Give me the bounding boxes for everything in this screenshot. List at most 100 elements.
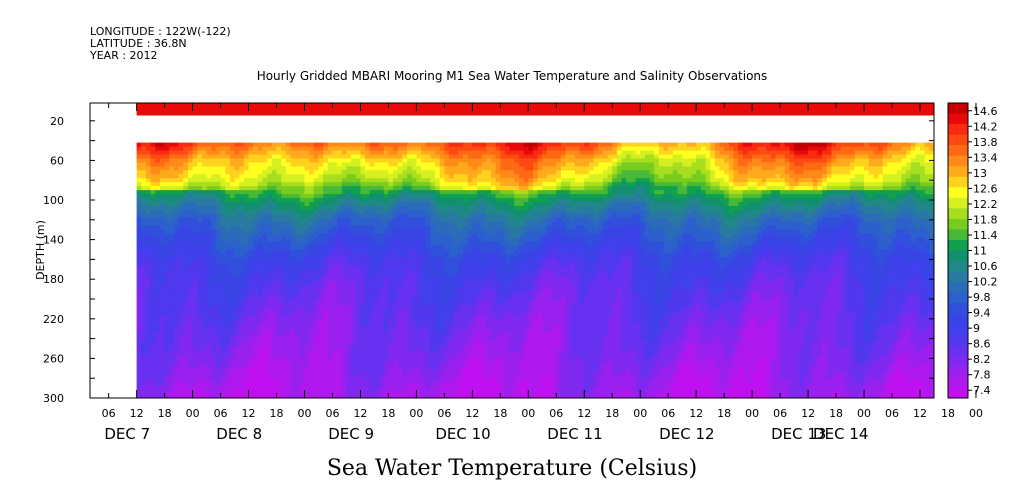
heatmap-cell	[267, 221, 273, 227]
heatmap-cell	[341, 245, 348, 251]
heatmap-cell	[187, 273, 194, 278]
heatmap-cell	[421, 186, 427, 191]
heatmap-cell	[173, 150, 180, 156]
heatmap-cell	[155, 396, 161, 398]
heatmap-cell	[285, 269, 292, 274]
heatmap-cell	[276, 328, 282, 334]
heatmap-cell	[355, 150, 362, 156]
heatmap-cell	[234, 190, 240, 195]
heatmap-cell	[248, 198, 254, 203]
heatmap-cell	[388, 158, 394, 163]
heatmap-cell	[472, 170, 478, 175]
heatmap-cell	[262, 178, 268, 183]
heatmap-cell	[341, 194, 348, 199]
heatmap-cell	[257, 332, 264, 338]
heatmap-cell	[323, 217, 329, 223]
heatmap-cell	[271, 110, 278, 116]
heatmap-cell	[477, 166, 483, 171]
heatmap-cell	[178, 249, 184, 255]
heatmap-cell	[271, 257, 278, 262]
heatmap-cell	[309, 225, 315, 231]
heatmap-cell	[374, 356, 380, 361]
heatmap-cell	[439, 312, 445, 318]
heatmap-cell	[430, 269, 436, 274]
heatmap-cell	[267, 281, 273, 286]
heatmap-cell	[472, 237, 478, 243]
heatmap-cell	[285, 201, 292, 207]
heatmap-cell	[304, 316, 310, 322]
heatmap-cell	[355, 297, 362, 302]
heatmap-cell	[355, 293, 362, 298]
heatmap-cell	[281, 162, 287, 167]
heatmap-cell	[318, 312, 324, 318]
heatmap-cell	[425, 110, 431, 116]
heatmap-cell	[458, 320, 464, 326]
heatmap-cell	[463, 170, 469, 175]
heatmap-cell	[243, 368, 250, 373]
heatmap-cell	[304, 396, 310, 398]
heatmap-cell	[267, 285, 273, 290]
heatmap-cell	[379, 110, 385, 116]
heatmap-cell	[145, 190, 152, 195]
heatmap-cell	[430, 360, 436, 365]
heatmap-cell	[253, 316, 259, 322]
heatmap-cell	[225, 162, 231, 167]
heatmap-cell	[234, 293, 240, 298]
heatmap-cell	[407, 225, 413, 231]
heatmap-cell	[150, 320, 156, 326]
heatmap-cell	[453, 340, 459, 346]
heatmap-cell	[341, 217, 348, 223]
heatmap-cell	[262, 205, 268, 211]
heatmap-cell	[145, 205, 152, 211]
heatmap-cell	[365, 209, 371, 215]
heatmap-cell	[341, 293, 348, 298]
heatmap-cell	[155, 300, 161, 306]
heatmap-cell	[234, 297, 240, 302]
heatmap-cell	[421, 316, 427, 322]
heatmap-cell	[192, 225, 198, 231]
heatmap-cell	[136, 273, 142, 278]
heatmap-cell	[383, 190, 390, 195]
heatmap-cell	[421, 110, 427, 116]
heatmap-cell	[421, 174, 427, 179]
heatmap-cell	[379, 261, 385, 266]
heatmap-cell	[299, 217, 306, 223]
heatmap-cell	[355, 328, 362, 334]
heatmap-cell	[337, 364, 343, 369]
heatmap-cell	[463, 289, 469, 294]
heatmap-cell	[313, 257, 320, 262]
heatmap-cell	[253, 182, 259, 187]
heatmap-cell	[145, 265, 152, 270]
heatmap-cell	[360, 182, 366, 187]
heatmap-cell	[262, 320, 268, 326]
heatmap-cell	[239, 142, 245, 148]
heatmap-cell	[248, 162, 254, 167]
heatmap-cell	[318, 253, 324, 259]
heatmap-cell	[248, 293, 254, 298]
heatmap-cell	[402, 198, 408, 203]
heatmap-cell	[295, 304, 301, 310]
heatmap-cell	[355, 162, 362, 167]
heatmap-cell	[388, 281, 394, 286]
heatmap-cell	[229, 356, 236, 361]
heatmap-cell	[467, 277, 473, 282]
heatmap-cell	[169, 356, 175, 361]
heatmap-cell	[425, 269, 431, 274]
heatmap-cell	[379, 146, 385, 152]
heatmap-cell	[327, 174, 334, 179]
heatmap-cell	[369, 368, 376, 373]
heatmap-cell	[351, 245, 357, 251]
heatmap-cell	[383, 201, 390, 207]
heatmap-cell	[332, 205, 338, 211]
heatmap-cell	[248, 320, 254, 326]
heatmap-cell	[374, 340, 380, 346]
heatmap-cell	[136, 186, 142, 191]
heatmap-cell	[435, 281, 441, 286]
heatmap-cell	[374, 209, 380, 215]
heatmap-cell	[159, 166, 166, 171]
heatmap-cell	[411, 174, 418, 179]
heatmap-cell	[467, 344, 473, 350]
heatmap-cell	[197, 269, 203, 274]
heatmap-cell	[145, 304, 152, 310]
heatmap-cell	[183, 277, 189, 282]
